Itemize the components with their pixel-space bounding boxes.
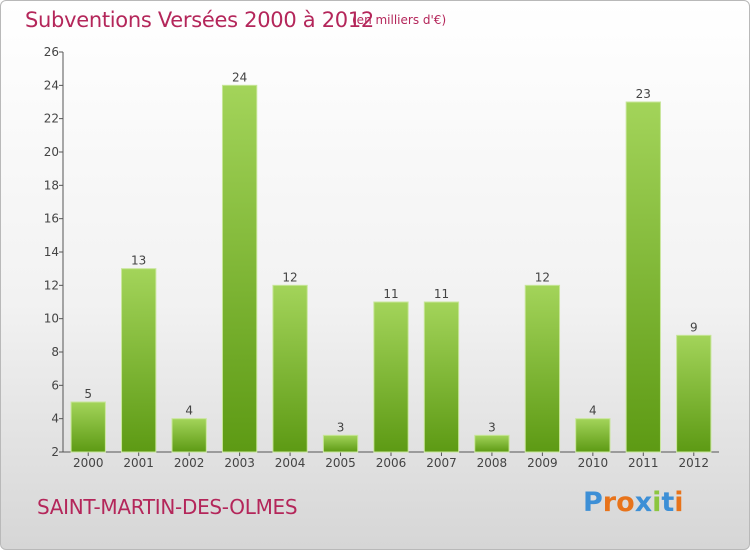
y-tick-label: 26 bbox=[44, 45, 59, 59]
x-tick-label: 2009 bbox=[527, 456, 558, 470]
x-tick-label: 2002 bbox=[174, 456, 205, 470]
logo-letter: o bbox=[616, 487, 635, 518]
bar-2009 bbox=[524, 284, 561, 453]
data-label: 12 bbox=[535, 270, 550, 284]
data-label: 12 bbox=[282, 270, 297, 284]
bar-2007 bbox=[423, 301, 460, 453]
x-tick-label: 2010 bbox=[578, 456, 609, 470]
data-label: 13 bbox=[131, 254, 146, 268]
bar-2011 bbox=[625, 101, 661, 453]
logo-letter: i bbox=[652, 487, 662, 518]
y-tick-label: 8 bbox=[51, 345, 59, 359]
y-tick-label: 2 bbox=[51, 445, 59, 459]
y-tick-label: 24 bbox=[44, 78, 59, 92]
y-tick-label: 16 bbox=[44, 212, 59, 226]
bar-2000 bbox=[70, 401, 106, 453]
bar-2005 bbox=[322, 434, 359, 453]
y-tick-label: 10 bbox=[44, 312, 59, 326]
x-tick-label: 2001 bbox=[123, 456, 154, 470]
bar-2008 bbox=[474, 434, 510, 453]
x-tick-label: 2005 bbox=[325, 456, 356, 470]
data-label: 5 bbox=[84, 387, 92, 401]
bar-2001 bbox=[121, 268, 157, 453]
x-tick-label: 2006 bbox=[376, 456, 407, 470]
data-label: 3 bbox=[337, 420, 345, 434]
data-label: 9 bbox=[690, 320, 698, 334]
bar-2002 bbox=[171, 418, 207, 453]
data-label: 3 bbox=[488, 420, 496, 434]
x-tick-label: 2004 bbox=[275, 456, 306, 470]
logo-letter: i bbox=[674, 487, 684, 518]
y-tick-label: 22 bbox=[44, 112, 59, 126]
chart-title: Subventions Versées 2000 à 2012 bbox=[25, 8, 374, 32]
data-label: 4 bbox=[589, 404, 597, 418]
bar-2004 bbox=[272, 284, 308, 453]
logo-letter: x bbox=[634, 487, 653, 518]
x-tick-label: 2012 bbox=[678, 456, 709, 470]
data-label: 24 bbox=[232, 70, 247, 84]
logo-letter: t bbox=[661, 487, 675, 518]
x-tick-label: 2007 bbox=[426, 456, 457, 470]
y-tick-label: 20 bbox=[44, 145, 59, 159]
data-label: 4 bbox=[185, 404, 193, 418]
data-label: 11 bbox=[434, 287, 449, 301]
proxiti-logo: Proxiti bbox=[583, 487, 684, 518]
commune-name: SAINT-MARTIN-DES-OLMES bbox=[37, 495, 298, 519]
data-label: 11 bbox=[383, 287, 398, 301]
data-label: 23 bbox=[636, 87, 651, 101]
x-tick-label: 2000 bbox=[73, 456, 104, 470]
logo-letter: r bbox=[602, 487, 617, 518]
y-tick-label: 6 bbox=[51, 378, 59, 392]
bar-2003 bbox=[221, 84, 258, 453]
bar-2010 bbox=[575, 418, 611, 453]
y-tick-label: 18 bbox=[44, 178, 59, 192]
logo-letter: P bbox=[583, 487, 603, 518]
y-tick-label: 14 bbox=[44, 245, 59, 259]
bar-2012 bbox=[676, 334, 712, 453]
x-tick-label: 2008 bbox=[477, 456, 508, 470]
chart-subtitle: (en milliers d'€) bbox=[352, 13, 447, 27]
y-tick-label: 4 bbox=[51, 412, 59, 426]
x-tick-label: 2011 bbox=[628, 456, 659, 470]
y-tick-label: 12 bbox=[44, 278, 59, 292]
bar-2006 bbox=[373, 301, 409, 453]
x-tick-label: 2003 bbox=[224, 456, 255, 470]
